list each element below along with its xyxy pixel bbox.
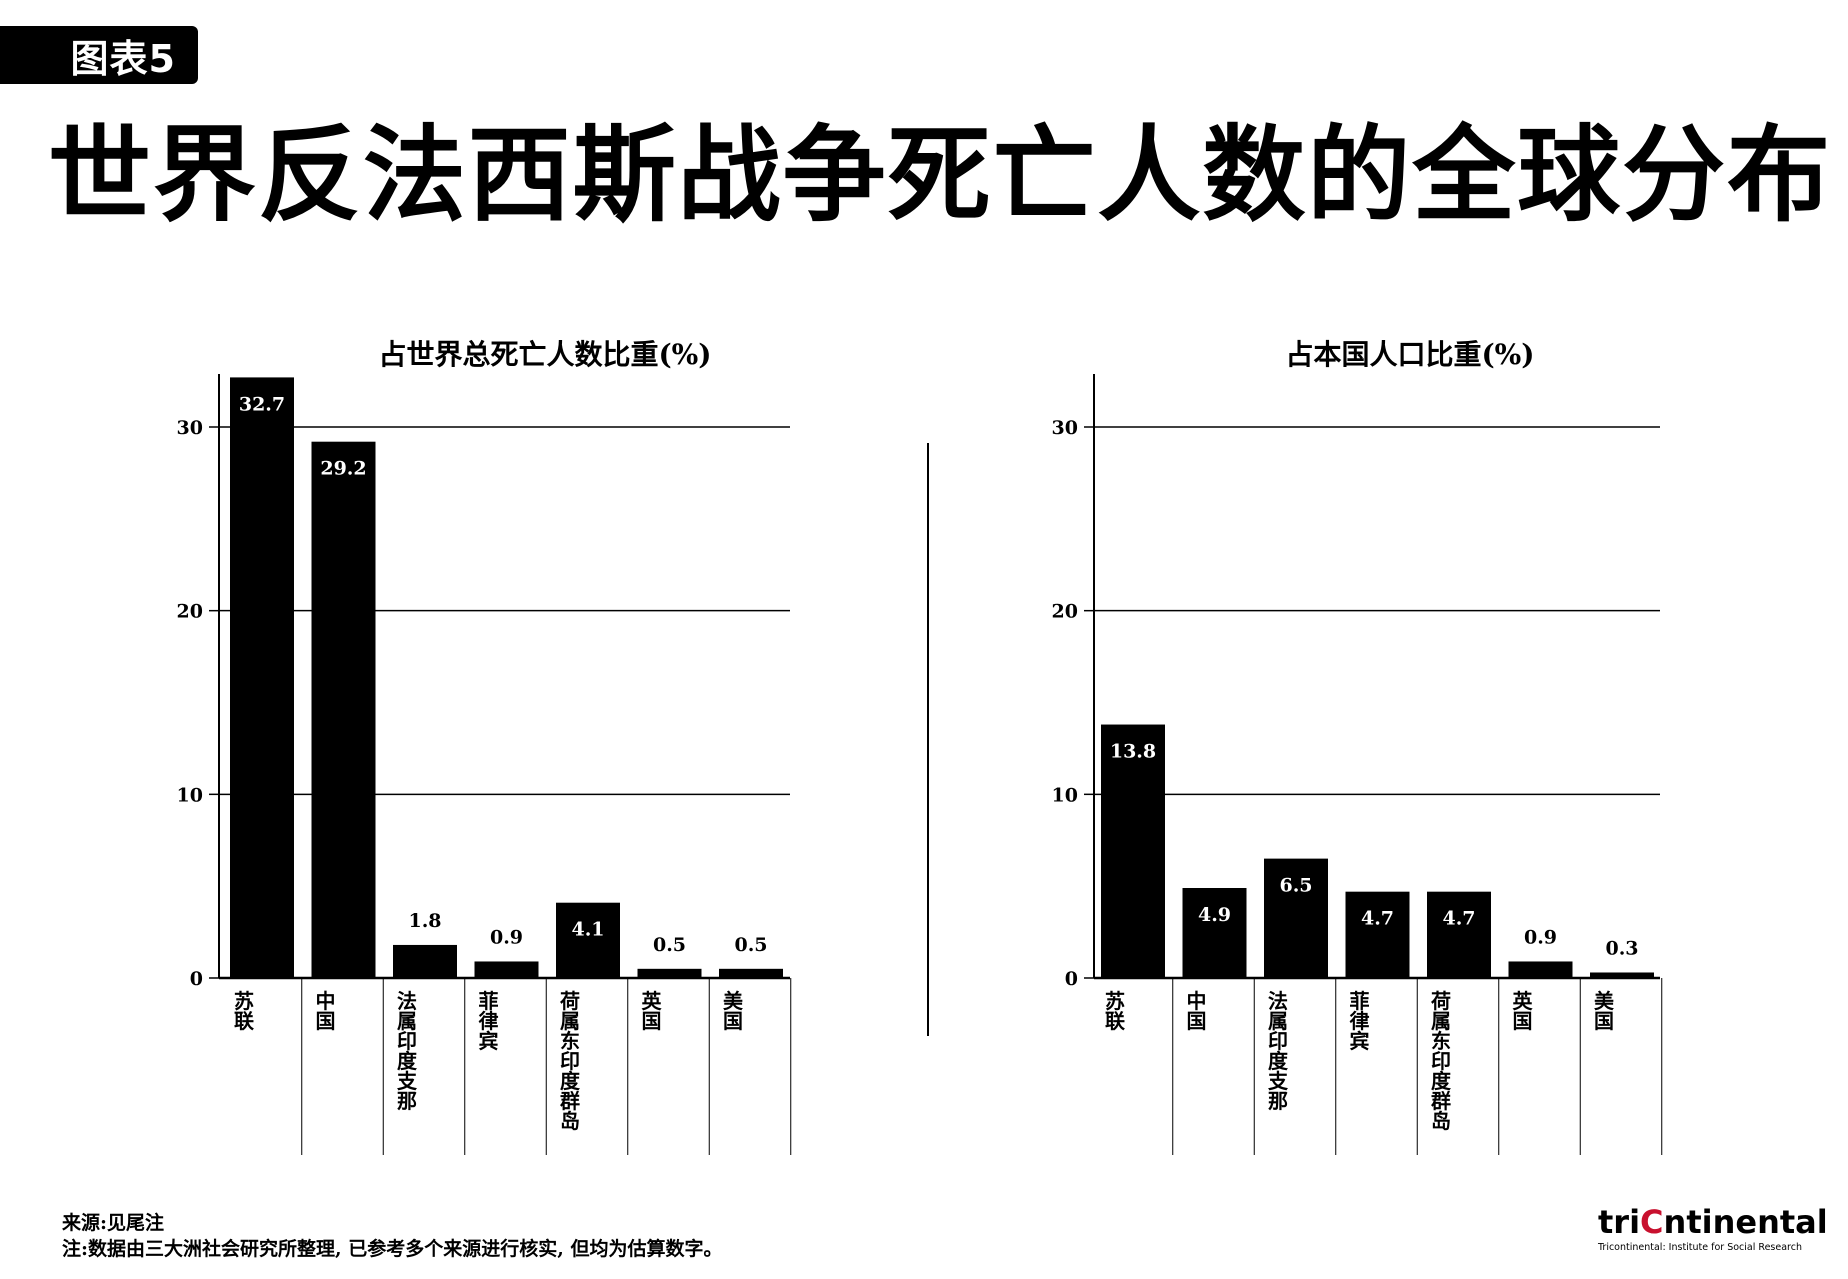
x-category-label: 英国: [1513, 989, 1534, 1033]
y-tick-label: 20: [177, 601, 203, 623]
x-category-label: 荷属东印度群岛: [1430, 989, 1452, 1133]
page-title: 世界反法西斯战争死亡人数的全球分布: [48, 114, 1832, 236]
x-category-label: 法属印度支那: [397, 989, 418, 1113]
bar: [1427, 891, 1491, 978]
bar-value-label: 4.1: [571, 919, 604, 941]
x-category-label: 菲律宾: [1350, 989, 1370, 1053]
bar-value-label: 32.7: [239, 393, 285, 415]
chart-title: 占本国人口比重(%): [1285, 338, 1534, 371]
x-category-label: 中国: [1187, 989, 1207, 1033]
bar: [1508, 961, 1573, 978]
logo-wordmark: triCntinental: [1598, 1203, 1828, 1241]
figure-tag: 图表5: [0, 26, 198, 84]
bar-value-label: 0.9: [1524, 926, 1557, 948]
chart-divider: [927, 443, 929, 1036]
bar: [637, 968, 702, 978]
x-category-label: 英国: [642, 989, 663, 1033]
data-note: 注:数据由三大洲社会研究所整理, 已参考多个来源进行核实, 但均为估算数字。: [62, 1238, 723, 1260]
x-category-label: 荷属东印度群岛: [559, 989, 581, 1133]
bar-value-label: 4.7: [1361, 908, 1394, 930]
bar-value-label: 0.9: [490, 926, 523, 948]
y-tick-label: 0: [1065, 968, 1078, 990]
bar: [393, 944, 457, 978]
x-category-label: 苏联: [1105, 989, 1125, 1033]
source-note: 来源:见尾注: [62, 1212, 165, 1234]
bar: [1345, 891, 1410, 978]
x-category-label: 苏联: [234, 989, 254, 1033]
y-tick-label: 30: [1052, 417, 1078, 439]
x-category-label: 美国: [723, 989, 744, 1033]
y-tick-label: 30: [177, 417, 203, 439]
bar: [1182, 888, 1247, 978]
x-category-label: 菲律宾: [479, 989, 499, 1053]
bar-value-label: 1.8: [408, 910, 441, 932]
x-category-label: 中国: [316, 989, 336, 1033]
bar: [1590, 972, 1654, 978]
bar: [556, 902, 620, 978]
bar-value-label: 4.9: [1198, 904, 1231, 926]
bar-value-label: 0.5: [734, 934, 767, 956]
y-tick-label: 10: [1052, 784, 1078, 806]
y-tick-label: 20: [1052, 601, 1078, 623]
bar-value-label: 29.2: [320, 458, 366, 480]
bar-value-label: 4.7: [1442, 908, 1475, 930]
y-tick-label: 0: [190, 968, 203, 990]
bar-value-label: 0.3: [1605, 937, 1638, 959]
chart-title: 占世界总死亡人数比重(%): [378, 338, 711, 371]
bar: [1264, 858, 1328, 978]
tricontinental-logo: triCntinental Tricontinental: Institute …: [1598, 1203, 1828, 1253]
x-category-label: 美国: [1594, 989, 1615, 1033]
bar-value-label: 0.5: [653, 934, 686, 956]
bar: [1101, 724, 1165, 978]
bar-value-label: 6.5: [1279, 875, 1312, 897]
x-category-label: 法属印度支那: [1268, 989, 1289, 1113]
bar: [719, 968, 783, 978]
bar-value-label: 13.8: [1110, 741, 1156, 763]
bar: [230, 377, 294, 978]
bar: [311, 441, 376, 978]
bar: [474, 961, 539, 978]
logo-tagline: Tricontinental: Institute for Social Res…: [1598, 1242, 1802, 1253]
y-tick-label: 10: [177, 784, 203, 806]
